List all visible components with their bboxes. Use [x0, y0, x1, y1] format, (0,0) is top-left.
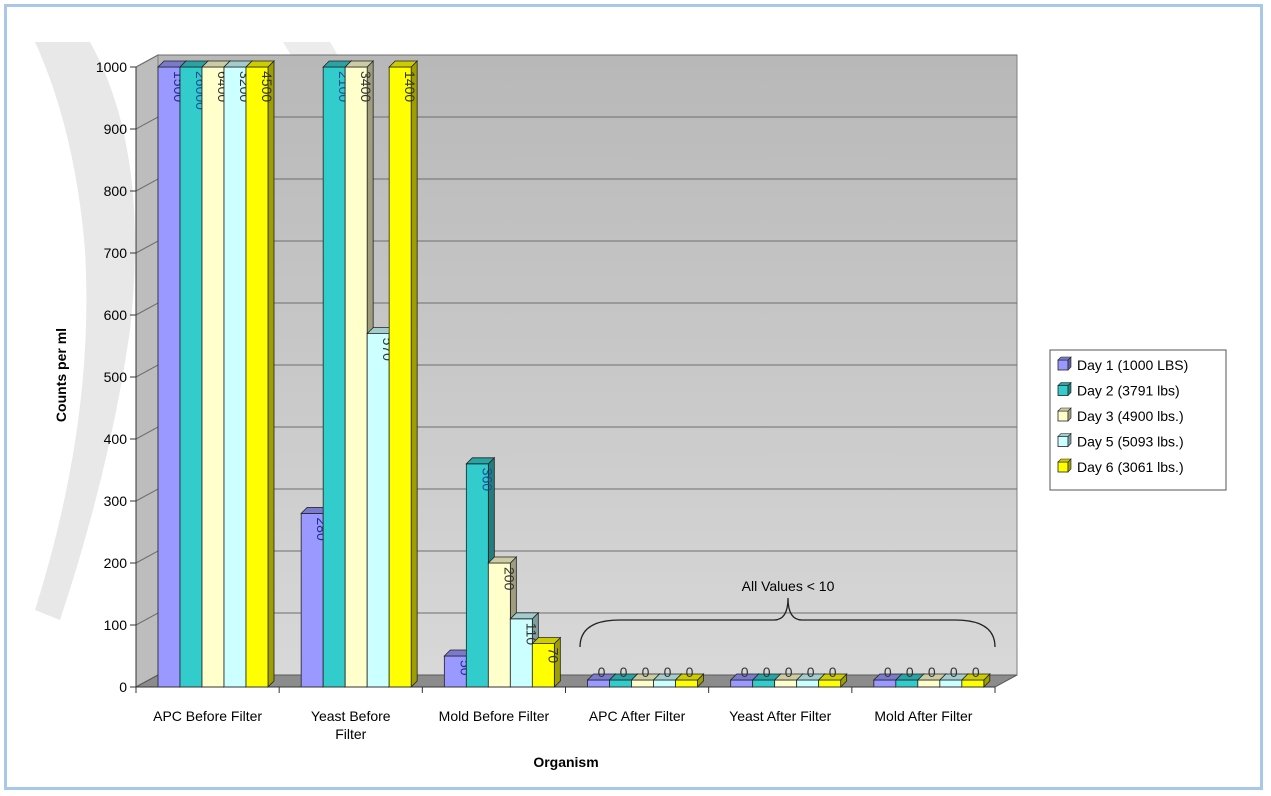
legend-label-3: Day 5 (5093 lbs.) — [1077, 434, 1184, 450]
data-label-1-2: 360 — [479, 468, 495, 492]
x-category-label-3-0: APC After Filter — [589, 708, 686, 724]
y-tick-label-4: 400 — [104, 431, 128, 447]
data-label-4-5: 0 — [972, 664, 980, 680]
bar-4-2 — [531, 636, 562, 688]
y-axis: 0 100 200 300 400 500 600 700 800 900 1000 — [96, 59, 137, 695]
data-label-0-4: 0 — [741, 664, 749, 680]
y-tick-label-10: 1000 — [96, 59, 127, 75]
data-label-0-3: 0 — [598, 664, 606, 680]
y-tick-label-1: 100 — [104, 617, 128, 633]
gridline-10 — [135, 54, 1017, 68]
data-label-1-5: 0 — [906, 664, 914, 680]
bar-4-4 — [817, 673, 848, 688]
y-tick-label-9: 900 — [104, 121, 128, 137]
y-tick-label-0: 0 — [119, 679, 127, 695]
data-label-4-2: 70 — [545, 648, 561, 664]
x-category-label-0-0: APC Before Filter — [153, 708, 262, 724]
legend-item-2: Day 3 (4900 lbs.) — [1057, 407, 1184, 424]
legend-swatch-2 — [1057, 410, 1069, 422]
data-label-4-3: 0 — [686, 664, 694, 680]
y-axis-title: Counts per ml — [53, 328, 69, 422]
data-label-4-0: 4500 — [259, 71, 275, 102]
x-category-label-1-0: Yeast Before — [311, 708, 391, 724]
data-label-3-5: 0 — [950, 664, 958, 680]
data-label-2-3: 0 — [642, 664, 650, 680]
legend: Day 1 (1000 LBS) Day 2 (3791 lbs) Day 3 (4… — [1049, 349, 1227, 491]
legend-item-3: Day 5 (5093 lbs.) — [1057, 432, 1184, 450]
data-label-2-2: 200 — [501, 567, 517, 591]
data-label-3-3: 0 — [664, 664, 672, 680]
legend-label-1: Day 2 (3791 lbs) — [1077, 383, 1180, 399]
y-tick-label-7: 700 — [104, 245, 128, 261]
data-label-2-4: 0 — [785, 664, 793, 680]
data-label-4-4: 0 — [829, 664, 837, 680]
legend-item-4: Day 6 (3061 lbs.) — [1057, 458, 1184, 475]
x-category-label-4-0: Yeast After Filter — [729, 708, 832, 724]
x-category-label-1-1: Filter — [335, 726, 366, 742]
x-category-label-5-0: Mold After Filter — [874, 708, 972, 724]
legend-swatch-1 — [1057, 385, 1069, 396]
y-tick-label-8: 800 — [104, 183, 128, 199]
bar-4-0 — [245, 60, 275, 688]
y-tick-label-5: 500 — [104, 369, 128, 385]
data-label-2-5: 0 — [928, 664, 936, 680]
legend-label-2: Day 3 (4900 lbs.) — [1077, 408, 1184, 424]
legend-swatch-0 — [1057, 359, 1069, 371]
legend-label-4: Day 6 (3061 lbs.) — [1077, 459, 1184, 475]
data-label-3-4: 0 — [807, 664, 815, 680]
y-tick-label-2: 200 — [104, 555, 128, 571]
data-label-3-2: 110 — [523, 623, 539, 646]
y-tick-label-3: 300 — [104, 493, 128, 509]
annotation-brace — [579, 597, 996, 648]
y-tick-label-6: 600 — [104, 307, 128, 323]
bar-4-3 — [674, 673, 705, 688]
legend-swatch-3 — [1057, 436, 1069, 447]
legend-label-0: Day 1 (1000 LBS) — [1077, 357, 1188, 373]
x-axis-title: Organism — [533, 754, 598, 770]
data-label-1-4: 0 — [763, 664, 771, 680]
bar-4-1 — [388, 60, 419, 688]
legend-item-0: Day 1 (1000 LBS) — [1057, 356, 1188, 373]
data-label-2-1: 3400 — [358, 71, 374, 102]
legend-item-1: Day 2 (3791 lbs) — [1057, 381, 1180, 399]
legend-swatch-4 — [1057, 461, 1069, 473]
data-label-0-5: 0 — [884, 664, 892, 680]
x-category-label-2-0: Mold Before Filter — [439, 708, 550, 724]
annotation-text: All Values < 10 — [742, 578, 835, 594]
x-axis: APC Before Filter Yeast Before Filter Mold … — [135, 686, 996, 742]
data-label-4-1: 1400 — [402, 71, 418, 102]
data-label-1-3: 0 — [620, 664, 628, 680]
annotation-group: All Values < 10 — [579, 578, 996, 648]
